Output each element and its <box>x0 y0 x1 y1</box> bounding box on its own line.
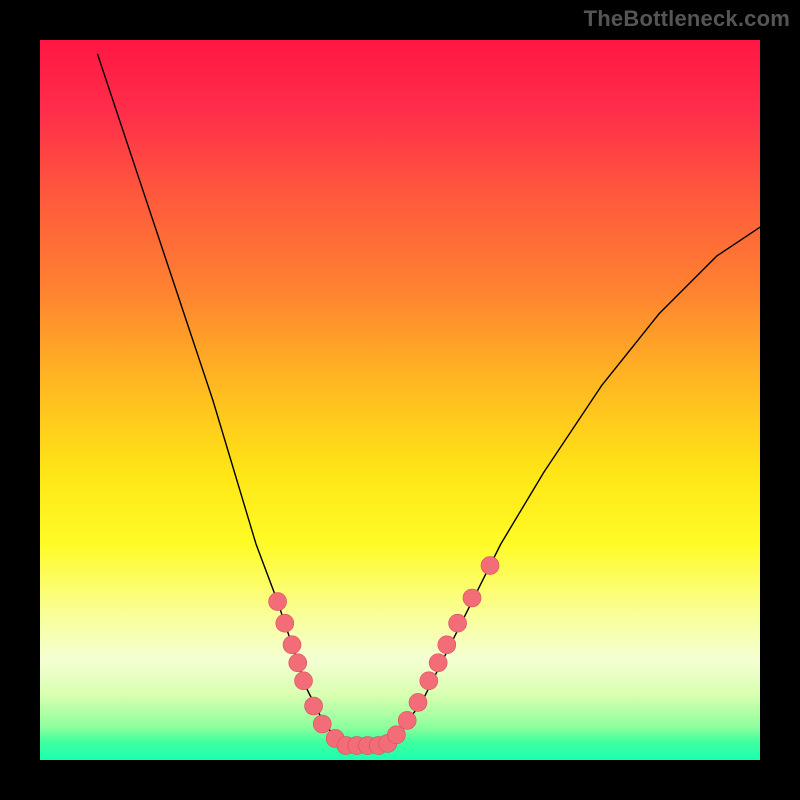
marker-point <box>409 693 427 711</box>
marker-point <box>438 636 456 654</box>
marker-point <box>283 636 301 654</box>
marker-point <box>481 557 499 575</box>
marker-point <box>398 711 416 729</box>
marker-point <box>449 614 467 632</box>
gradient-background <box>40 40 760 760</box>
marker-point <box>420 672 438 690</box>
marker-point <box>313 715 331 733</box>
marker-point <box>276 614 294 632</box>
watermark-label: TheBottleneck.com <box>584 6 790 32</box>
marker-point <box>463 589 481 607</box>
marker-point <box>269 593 287 611</box>
marker-point <box>295 672 313 690</box>
chart-svg <box>40 40 760 760</box>
marker-point <box>429 654 447 672</box>
marker-point <box>289 654 307 672</box>
marker-point <box>305 697 323 715</box>
plot-area <box>40 40 760 760</box>
